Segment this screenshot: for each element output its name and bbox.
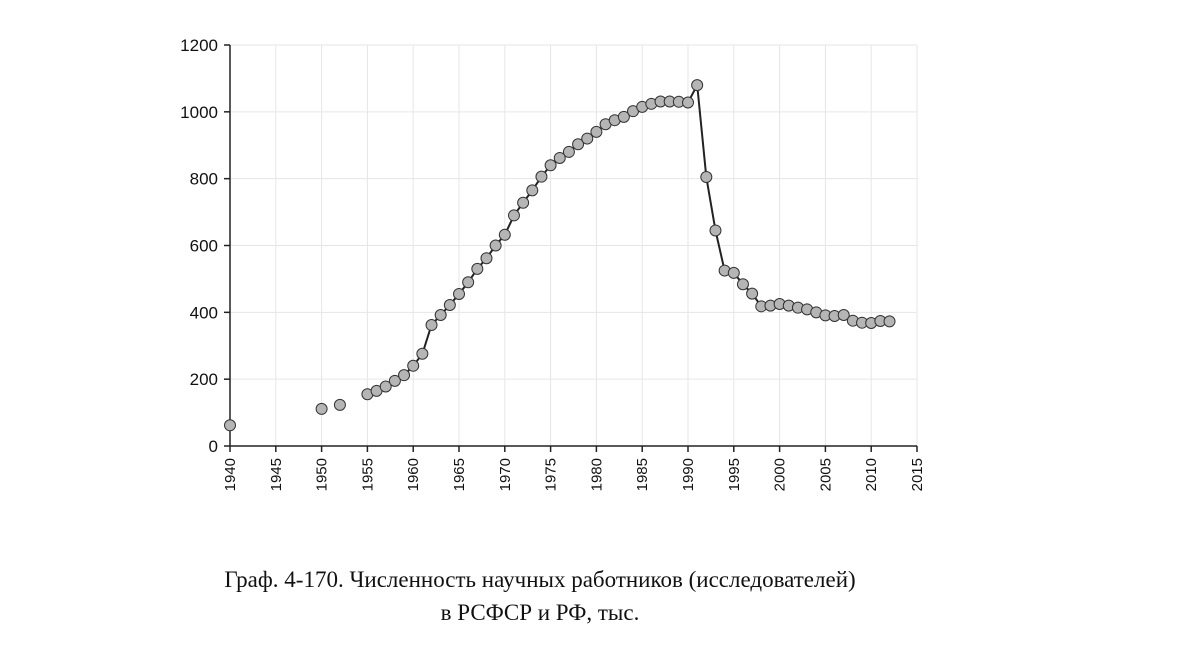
data-point — [453, 287, 465, 300]
data-point — [498, 228, 511, 241]
data-point — [736, 278, 749, 291]
data-point — [691, 79, 704, 92]
y-tick-label: 200 — [190, 370, 218, 389]
x-tick-label: 1945 — [268, 458, 285, 491]
y-tick-label: 1200 — [180, 36, 218, 55]
data-point — [709, 224, 722, 237]
data-point — [416, 347, 429, 360]
y-tick-label: 800 — [190, 170, 218, 189]
data-point — [682, 96, 694, 109]
data-point — [507, 209, 520, 222]
x-tick-label: 1980 — [588, 458, 605, 491]
axes — [224, 44, 918, 452]
data-point — [517, 196, 530, 209]
caption-line-1: Граф. 4-170. Численность научных работни… — [224, 567, 856, 592]
data-point — [700, 170, 713, 183]
x-tick-label: 1950 — [314, 458, 331, 491]
data-point — [398, 369, 411, 382]
x-tick-label: 2005 — [817, 458, 834, 491]
data-point — [224, 419, 236, 432]
data-point — [443, 298, 456, 311]
series-researchers — [224, 79, 896, 432]
data-point — [471, 262, 484, 275]
x-tick-label: 1965 — [451, 458, 468, 491]
data-point — [526, 184, 539, 197]
data-point — [617, 110, 630, 123]
data-point — [572, 138, 585, 151]
data-point — [315, 402, 328, 415]
data-point — [590, 125, 603, 138]
y-tick-labels: 0 200 400 600 800 1000 1200 — [180, 36, 218, 456]
x-tick-label: 1970 — [497, 458, 514, 491]
x-tick-label: 1995 — [726, 458, 743, 491]
x-tick-label: 2010 — [863, 458, 880, 491]
x-tick-label: 1990 — [680, 458, 697, 491]
data-point — [425, 319, 438, 332]
data-point — [407, 359, 420, 372]
gridlines — [230, 44, 918, 446]
data-point — [553, 151, 566, 164]
x-tick-label: 1960 — [405, 458, 422, 491]
data-point — [883, 315, 896, 328]
y-tick-label: 400 — [190, 303, 218, 322]
data-point — [535, 170, 548, 183]
y-tick-label: 1000 — [180, 103, 218, 122]
data-point — [489, 239, 502, 252]
x-tick-label: 1955 — [359, 458, 376, 491]
data-point — [727, 266, 740, 279]
data-point — [544, 159, 557, 172]
data-point — [746, 287, 759, 300]
data-point — [562, 145, 575, 158]
data-point — [837, 309, 850, 322]
x-tick-label: 1975 — [543, 458, 560, 491]
x-tick-label: 1985 — [634, 458, 651, 491]
data-point — [333, 398, 346, 411]
data-point — [434, 309, 447, 322]
x-tick-label: 2015 — [909, 458, 926, 491]
x-tick-label: 1940 — [222, 458, 239, 491]
data-point — [462, 276, 475, 289]
y-tick-label: 0 — [209, 437, 218, 456]
x-tick-labels: 1940 1945 1950 1955 1960 1965 1970 1975 1980 1985… — [222, 458, 926, 491]
data-point — [480, 252, 493, 265]
y-tick-label: 600 — [190, 237, 218, 256]
figure-caption: Граф. 4-170. Численность научных работни… — [60, 564, 1020, 634]
x-tick-label: 2000 — [772, 458, 789, 491]
data-point — [581, 132, 594, 145]
series-line — [367, 81, 890, 396]
data-point — [388, 374, 401, 387]
caption-line-2: в РСФСР и РФ, тыс. — [440, 600, 640, 625]
data-point — [379, 380, 392, 393]
